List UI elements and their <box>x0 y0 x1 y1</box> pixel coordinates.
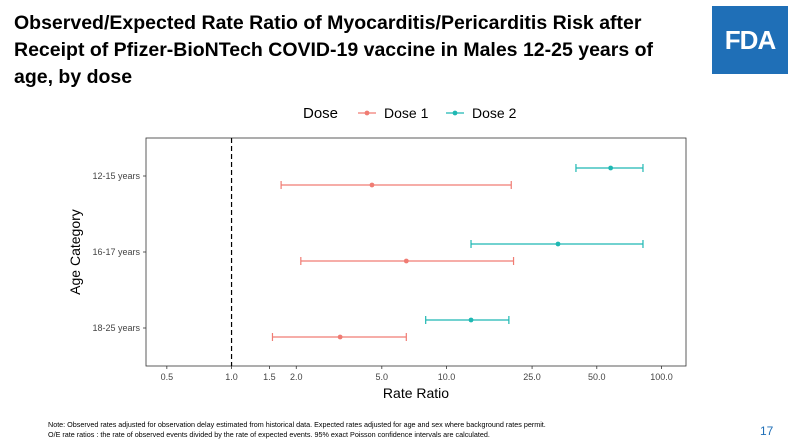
x-tick-label: 0.5 <box>161 372 174 382</box>
point-estimate <box>555 241 561 247</box>
x-tick-label: 2.0 <box>290 372 303 382</box>
point-estimate <box>468 317 474 323</box>
legend-key-point <box>452 110 458 116</box>
point-estimate <box>403 258 409 264</box>
y-tick-label: 16-17 years <box>92 247 140 257</box>
x-tick-label: 50.0 <box>588 372 606 382</box>
fda-logo-text: FDA <box>724 24 776 55</box>
legend-label: Dose 1 <box>384 105 429 121</box>
legend-label: Dose 2 <box>472 105 517 121</box>
fda-logo: FDA <box>712 6 788 74</box>
legend-title: Dose <box>303 105 338 122</box>
x-tick-label: 1.5 <box>263 372 276 382</box>
plot-panel <box>145 137 687 367</box>
x-tick-label: 1.0 <box>225 372 238 382</box>
x-tick-label: 10.0 <box>438 372 456 382</box>
x-tick-label: 5.0 <box>376 372 389 382</box>
slide-title: Observed/Expected Rate Ratio of Myocardi… <box>14 12 654 88</box>
point-estimate <box>608 165 614 171</box>
y-tick-label: 18-25 years <box>92 323 140 333</box>
legend-key-point <box>364 110 370 116</box>
y-axis-title: Age Category <box>67 209 83 295</box>
x-tick-label: 100.0 <box>650 372 673 382</box>
footnote: Note: Observed rates adjusted for observ… <box>48 420 748 440</box>
point-estimate <box>337 334 343 340</box>
page-number: 17 <box>760 424 774 438</box>
point-estimate <box>369 182 375 188</box>
footnote-line-2: O/E rate ratios : the rate of observed e… <box>48 430 490 439</box>
footnote-line-1: Note: Observed rates adjusted for observ… <box>48 420 546 429</box>
x-axis-title: Rate Ratio <box>383 385 449 401</box>
y-tick-label: 12-15 years <box>92 171 140 181</box>
x-tick-label: 25.0 <box>523 372 541 382</box>
